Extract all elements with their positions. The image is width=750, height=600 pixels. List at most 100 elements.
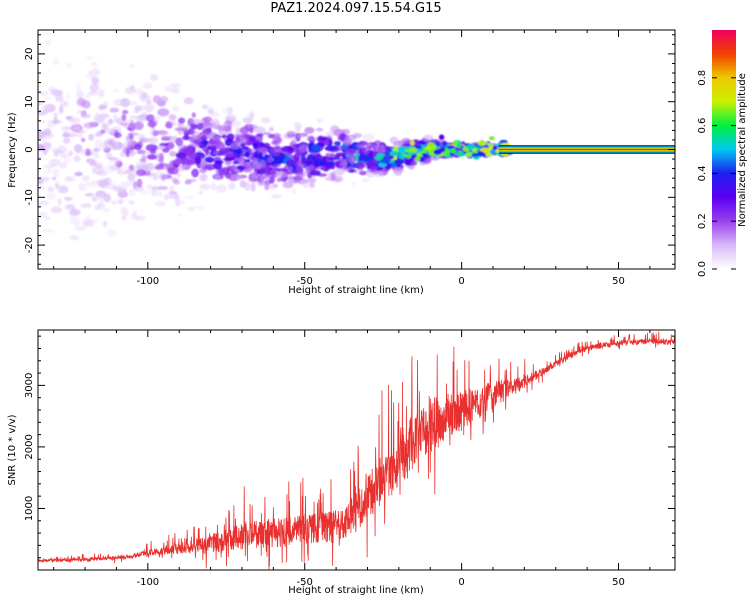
spectrogram-blob (282, 133, 294, 140)
spectrogram-blob (55, 95, 64, 102)
spectrogram-y-axis-label: Frequency (Hz) (7, 112, 18, 188)
spectrogram-blob (191, 112, 196, 118)
spectrogram-blob (235, 135, 245, 145)
spectrogram-blob (54, 181, 60, 189)
snr-x-ticks: -100 -50 0 50 (53, 330, 651, 588)
spectrogram-blob (128, 122, 138, 129)
spectrogram-blob (251, 160, 263, 170)
spectrogram-blob (148, 174, 158, 180)
spectrogram-blob (236, 165, 246, 171)
spectrogram-blob (466, 145, 477, 150)
spectrogram-blob (148, 137, 159, 144)
spectrogram-blob (325, 157, 331, 162)
y-tick-label: 10 (24, 95, 35, 108)
spectrogram-blob (256, 147, 263, 153)
carrier-band-layer (499, 148, 675, 151)
spectrogram-blob (358, 154, 363, 162)
spectrogram-blob (253, 142, 258, 149)
spectrogram-blob (38, 153, 43, 161)
spectrogram-blob (38, 211, 46, 216)
spectrogram-blob (169, 185, 175, 194)
spectrogram-blob (203, 116, 213, 123)
spectrogram-blob (48, 105, 54, 111)
spectrogram-blob (44, 216, 51, 220)
spectrogram-blob (125, 100, 138, 106)
spectrogram-blob (306, 137, 319, 141)
spectrogram-blob (230, 142, 241, 150)
spectrogram-blob (257, 174, 265, 183)
y-tick-label: 20 (24, 48, 35, 61)
spectrogram-blob (301, 179, 310, 189)
snr-border (37, 329, 676, 571)
spectrogram-blob (285, 159, 296, 167)
spectrogram-blob (154, 200, 166, 207)
spectrogram-blob (327, 161, 335, 167)
x-tick-label: 0 (458, 577, 464, 588)
spectrogram-blob (142, 82, 153, 90)
colorbar-label: Normalized spectral amplitude (737, 73, 748, 227)
spectrogram-blob (444, 149, 450, 155)
spectrogram-blob (207, 108, 214, 115)
spectrogram-blob (164, 85, 173, 92)
spectrogram-blob (108, 159, 119, 168)
spectrogram-blob (149, 74, 159, 82)
spectrogram-blob (304, 166, 311, 174)
spectrogram-blob (152, 130, 159, 137)
spectrogram-blob (168, 114, 177, 121)
spectrogram-blob (84, 148, 91, 156)
spectrogram-blob (113, 98, 124, 107)
spectrogram-blob (38, 101, 43, 107)
spectrogram-blob (66, 132, 77, 138)
spectrogram-blob (93, 148, 101, 152)
spectrogram-blob (79, 148, 86, 156)
spectrogram-blob (366, 171, 375, 178)
spectrogram-blob (139, 94, 151, 102)
spectrogram-blob (40, 120, 46, 124)
spectrogram-blob (69, 234, 79, 241)
spectrogram-blob (213, 151, 219, 155)
spectrogram-blob (310, 170, 321, 176)
spectrogram-blob (403, 151, 410, 156)
spectrogram-blob (93, 67, 99, 76)
spectrogram-blob (198, 190, 204, 195)
spectrogram-blob (206, 127, 212, 132)
spectrogram-blob (47, 86, 57, 93)
spectrogram-blob (94, 153, 100, 159)
spectrogram-blob (175, 152, 187, 159)
spectrogram-blob (168, 194, 180, 200)
spectrogram-blob (126, 168, 135, 172)
spectrogram-blob (378, 162, 387, 168)
spectrogram-blob (286, 166, 294, 172)
colorbar-gradient (712, 30, 736, 269)
spectrogram-blob (53, 112, 59, 117)
snr-y-axis-label: SNR (10 * v/v) (7, 414, 18, 485)
spectrogram-blob (195, 205, 206, 210)
spectrogram-blob (201, 174, 208, 179)
spectrogram-blob (343, 137, 352, 146)
spectrogram-blob (152, 99, 162, 104)
spectrogram-blob (133, 121, 144, 130)
spectrogram-blob (330, 125, 340, 134)
spectrogram-blob (115, 117, 124, 124)
spectrogram-blob (57, 188, 69, 194)
spectrogram-blob (43, 141, 52, 148)
spectrogram-blob (88, 133, 94, 141)
spectrogram-blob (336, 141, 341, 146)
spectrogram-blob (183, 195, 195, 200)
spectrogram-blob (102, 220, 108, 228)
spectrogram-blob (132, 210, 138, 215)
spectrogram-y-ticks: -20 -10 0 10 20 (24, 34, 675, 265)
spectrogram-blob (201, 104, 209, 110)
spectrogram-blob (39, 90, 49, 97)
spectrogram-blob (300, 154, 306, 163)
spectrogram-blob (397, 146, 407, 152)
spectrogram-blob (90, 180, 101, 184)
spectrogram-blob (103, 177, 109, 181)
spectrogram-blob (225, 114, 237, 121)
spectrogram-blob (136, 115, 147, 121)
spectrogram-blob (380, 158, 391, 164)
spectrogram-carrier-band (499, 145, 675, 154)
spectrogram-blob (69, 211, 75, 219)
spectrogram-blob (171, 121, 177, 126)
